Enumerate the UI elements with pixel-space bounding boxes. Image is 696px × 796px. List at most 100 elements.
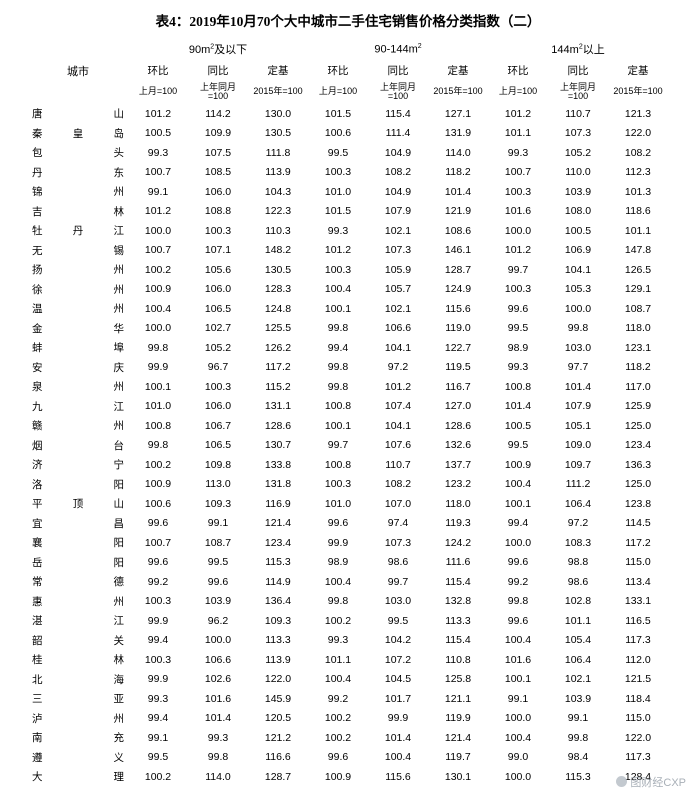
value-cell: 112.3 — [625, 166, 651, 179]
value-cell: 103.9 — [564, 692, 592, 705]
city-label: 秦皇岛 — [32, 127, 124, 140]
table-row: 平顶山 100.6 109.3 116.9 101.0 107.0 118.0 100.1 10… — [28, 494, 668, 514]
value-cell: 99.5 — [507, 439, 529, 452]
value-cell: 127.0 — [444, 400, 472, 413]
value-cell: 104.9 — [384, 185, 412, 198]
value-cell: 101.1 — [564, 614, 592, 627]
value-cell: 125.9 — [624, 400, 652, 413]
table-row: 洛阳 100.9 113.0 131.8 100.3 108.2 123.2 100.4 111… — [28, 475, 668, 495]
value-cell: 131.8 — [264, 478, 292, 491]
value-cell: 100.0 — [204, 634, 232, 647]
header-base-0-2: 2015年=100 — [253, 86, 303, 97]
value-cell: 128.6 — [444, 419, 472, 432]
header-city: 城市 — [67, 66, 89, 78]
value-cell: 100.2 — [144, 263, 172, 276]
value-cell: 101.0 — [324, 185, 352, 198]
city-name-cell: 平顶山 — [28, 494, 128, 514]
value-cell: 117.0 — [625, 380, 651, 393]
city-name-cell: 唐山 — [28, 104, 128, 124]
value-cell: 99.6 — [507, 556, 529, 569]
table-row: 泸州 99.4 101.4 120.5 100.2 99.9 119.9 100.0 99.1 1… — [28, 709, 668, 729]
value-cell: 100.4 — [324, 575, 352, 588]
value-cell: 104.1 — [564, 263, 592, 276]
value-cell: 113.0 — [205, 478, 231, 491]
value-cell: 100.0 — [144, 224, 172, 237]
value-cell: 101.2 — [384, 380, 412, 393]
table-row: 泉州 100.1 100.3 115.2 99.8 101.2 116.7 100.8 101.… — [28, 377, 668, 397]
value-cell: 106.0 — [204, 400, 232, 413]
city-label: 常德 — [32, 576, 124, 589]
table-row: 赣州 100.8 106.7 128.6 100.1 104.1 128.6 100.5 105… — [28, 416, 668, 436]
value-cell: 99.7 — [327, 439, 349, 452]
value-cell: 110.3 — [265, 224, 291, 237]
value-cell: 108.2 — [384, 166, 412, 179]
value-cell: 100.8 — [504, 380, 532, 393]
value-cell: 107.4 — [384, 400, 412, 413]
value-cell: 109.8 — [204, 458, 232, 471]
city-label: 无锡 — [32, 244, 124, 257]
value-cell: 101.1 — [324, 653, 352, 666]
table-row: 无锡 100.7 107.1 148.2 101.2 107.3 146.1 101.2 106… — [28, 241, 668, 261]
value-cell: 137.7 — [444, 458, 472, 471]
value-cell: 105.9 — [384, 263, 412, 276]
city-name-cell: 安庆 — [28, 358, 128, 378]
value-cell: 100.1 — [324, 419, 352, 432]
value-cell: 101.3 — [624, 185, 652, 198]
value-cell: 123.2 — [444, 478, 472, 491]
city-label: 三亚 — [32, 693, 124, 706]
header-sub-2-1: 同比 — [567, 64, 589, 77]
value-cell: 99.5 — [147, 751, 169, 764]
value-cell: 118.0 — [445, 497, 471, 510]
table-row: 丹东 100.7 108.5 113.9 100.3 108.2 118.2 100.7 110… — [28, 163, 668, 183]
header-group-1: 90-144m2 — [374, 42, 422, 56]
value-cell: 100.5 — [504, 419, 532, 432]
value-cell: 98.6 — [567, 575, 589, 588]
value-cell: 100.3 — [324, 263, 352, 276]
city-name-cell: 遵义 — [28, 748, 128, 768]
value-cell: 100.4 — [504, 634, 532, 647]
city-name-cell: 济宁 — [28, 455, 128, 475]
price-index-table: 城市 90m2及以下 90-144m2 144m2以上 环比 同比 定基 环比 … — [28, 38, 668, 787]
value-cell: 101.0 — [144, 400, 172, 413]
table-row: 惠州 100.3 103.9 136.4 99.8 103.0 132.8 99.8 102.8… — [28, 592, 668, 612]
city-label: 湛江 — [32, 615, 124, 628]
city-name-cell: 韶关 — [28, 631, 128, 651]
value-cell: 113.3 — [445, 614, 471, 627]
value-cell: 111.2 — [565, 478, 591, 491]
value-cell: 119.3 — [445, 517, 471, 530]
value-cell: 98.6 — [387, 556, 409, 569]
value-cell: 132.6 — [444, 439, 472, 452]
value-cell: 99.3 — [327, 634, 349, 647]
value-cell: 99.3 — [507, 146, 529, 159]
value-cell: 107.0 — [384, 497, 412, 510]
value-cell: 107.3 — [384, 536, 412, 549]
value-cell: 99.4 — [327, 341, 349, 354]
value-cell: 123.4 — [624, 439, 652, 452]
value-cell: 115.0 — [625, 712, 651, 725]
value-cell: 99.1 — [147, 731, 169, 744]
city-name-cell: 襄阳 — [28, 533, 128, 553]
value-cell: 130.5 — [264, 127, 292, 140]
value-cell: 121.9 — [444, 205, 472, 218]
value-cell: 109.3 — [204, 497, 232, 510]
value-cell: 113.9 — [265, 166, 291, 179]
value-cell: 128.4 — [624, 770, 652, 783]
value-cell: 106.6 — [384, 322, 412, 335]
city-label: 北海 — [32, 673, 124, 686]
table-header-bases: 上月=100 上年同月 =100 2015年=100 上月=100 上年同月 =… — [28, 80, 668, 104]
value-cell: 97.4 — [387, 517, 409, 530]
value-cell: 111.6 — [445, 556, 471, 569]
value-cell: 99.8 — [147, 439, 169, 452]
value-cell: 107.5 — [204, 146, 232, 159]
table-row: 唐山 101.2 114.2 130.0 101.5 115.4 127.1 101.2 110… — [28, 104, 668, 124]
value-cell: 101.2 — [144, 205, 172, 218]
value-cell: 115.3 — [265, 556, 291, 569]
value-cell: 122.0 — [624, 127, 652, 140]
value-cell: 97.7 — [567, 361, 589, 374]
value-cell: 100.1 — [144, 380, 172, 393]
city-name-cell: 锦州 — [28, 182, 128, 202]
value-cell: 100.3 — [324, 478, 352, 491]
value-cell: 100.1 — [504, 673, 532, 686]
city-label: 赣州 — [32, 420, 124, 433]
